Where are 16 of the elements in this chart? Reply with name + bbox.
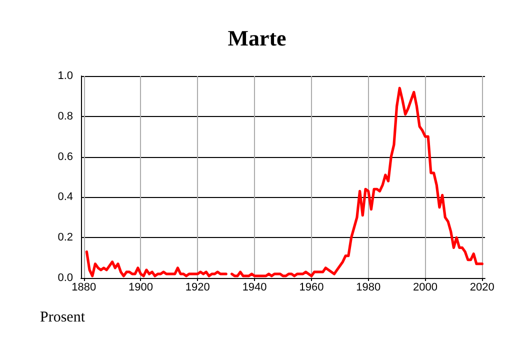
x-tick-label: 1880 [72,282,96,294]
x-tick-label: 1980 [356,282,381,294]
y-tick-label: 0.2 [58,232,73,244]
x-tick-label: 2020 [470,282,494,294]
x-tick-label: 2000 [413,282,438,294]
y-tick-label: 0.0 [58,272,73,284]
y-axis-title: Prosent [40,310,86,326]
x-tick-label: 1940 [242,282,267,294]
y-tick-label: 1.0 [58,70,73,82]
x-tick-label: 1920 [185,282,210,294]
x-tick-label: 1960 [299,282,324,294]
y-tick-label: 0.8 [58,110,73,122]
chart-title: Marte [228,26,287,50]
y-tick-label: 0.6 [58,150,73,163]
y-tick-label: 0.4 [58,191,73,204]
x-tick-label: 1900 [128,282,153,294]
